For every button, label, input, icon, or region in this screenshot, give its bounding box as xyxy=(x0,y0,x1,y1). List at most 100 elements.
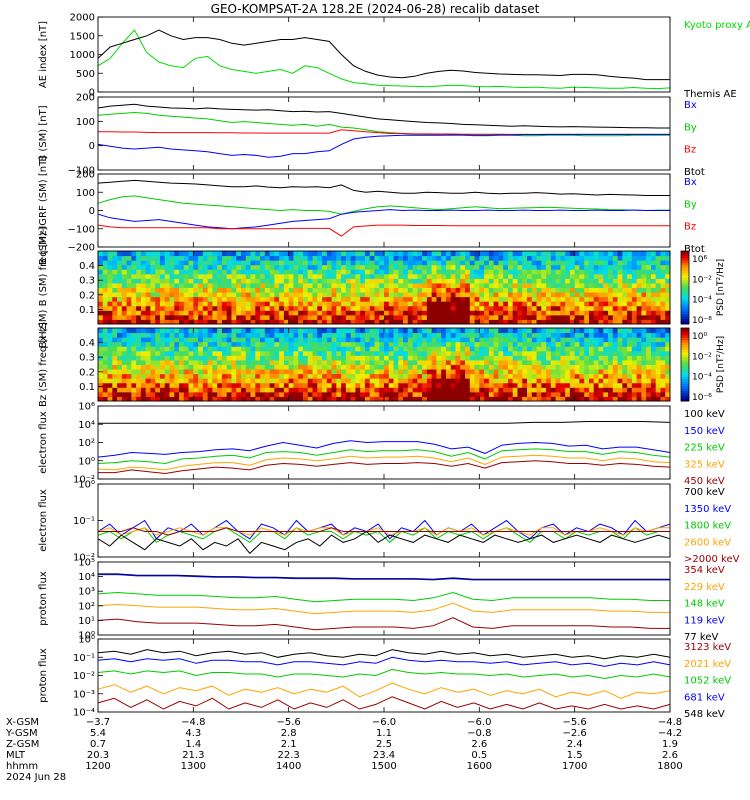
spectrogram-cell xyxy=(588,255,595,261)
spectrogram-cell xyxy=(522,378,528,384)
spectrogram-cell xyxy=(588,269,595,275)
spectrogram-cell xyxy=(217,355,223,361)
colorbar-cell xyxy=(681,362,689,365)
spectrogram-cell xyxy=(622,296,628,302)
spectrogram-cell xyxy=(369,273,375,279)
spectrogram-cell xyxy=(546,332,552,338)
spectrogram-cell xyxy=(217,346,223,352)
spectrogram-cell xyxy=(484,341,490,347)
spectrogram-cell xyxy=(574,328,580,334)
spectrogram-cell xyxy=(174,273,180,279)
spectrogram-cell xyxy=(236,301,242,307)
spectrogram-cell xyxy=(274,292,280,298)
spectrogram-cell xyxy=(183,292,190,298)
spectrogram-cell xyxy=(388,260,395,266)
spectrogram-cell xyxy=(369,332,375,338)
spectrogram-cell xyxy=(345,319,352,325)
spectrogram-cell xyxy=(269,355,275,361)
spectrogram-cell xyxy=(655,337,661,343)
spectrogram-cell xyxy=(379,359,385,365)
spectrogram-cell xyxy=(312,255,318,261)
spectrogram-cell xyxy=(665,373,671,379)
spectrogram-cell xyxy=(517,301,523,307)
spectrogram-cell xyxy=(193,373,199,379)
spectrogram-cell xyxy=(507,355,514,361)
spectrogram-cell xyxy=(417,282,423,288)
spectrogram-cell xyxy=(393,369,399,375)
spectrogram-cell xyxy=(579,255,585,261)
spectrogram-cell xyxy=(460,273,466,279)
spectrogram-cell xyxy=(631,350,638,356)
spectrogram-cell xyxy=(307,391,313,397)
spectrogram-cell xyxy=(331,301,337,307)
spectrogram-cell xyxy=(250,282,256,288)
spectrogram-cell xyxy=(245,301,252,307)
spectrogram-cell xyxy=(650,328,657,334)
spectrogram-cell xyxy=(288,391,294,397)
colorbar-cell xyxy=(681,357,689,361)
spectrogram-cell xyxy=(131,391,137,397)
spectrogram-cell xyxy=(422,373,428,379)
spectrogram-cell xyxy=(279,332,285,338)
spectrogram-cell xyxy=(622,255,628,261)
spectrogram-cell xyxy=(507,273,514,279)
spectrogram-cell xyxy=(350,364,356,370)
spectrogram-cell xyxy=(245,296,252,302)
spectrogram-cell xyxy=(226,328,232,334)
spectrogram-cell xyxy=(507,278,514,284)
spectrogram-cell xyxy=(98,273,104,279)
spectrogram-cell xyxy=(622,346,628,352)
spectrogram-cell xyxy=(598,251,604,257)
spectrogram-cell xyxy=(341,382,347,388)
spectrogram-cell xyxy=(264,255,271,261)
spectrogram-cell xyxy=(331,359,337,365)
spectrogram-cell xyxy=(541,296,547,302)
spectrogram-cell xyxy=(350,260,356,266)
spectrogram-cell xyxy=(198,396,204,402)
spectrogram-cell xyxy=(293,391,299,397)
series-line-1350-kev xyxy=(97,519,671,540)
spectrogram-cell xyxy=(136,278,142,284)
spectrogram-cell xyxy=(479,273,485,279)
spectrogram-cell xyxy=(460,355,466,361)
spectrogram-cell xyxy=(431,319,437,325)
spectrogram-cell xyxy=(236,369,242,375)
spectrogram-cell xyxy=(207,260,213,266)
spectrogram-cell xyxy=(336,337,342,343)
spectrogram-cell xyxy=(660,251,666,257)
spectrogram-cell xyxy=(188,292,194,298)
spectrogram-cell xyxy=(388,319,395,325)
spectrogram-cell xyxy=(198,292,204,298)
spectrogram-cell xyxy=(341,260,347,266)
spectrogram-cell xyxy=(560,251,566,257)
spectrogram-cell xyxy=(293,319,299,325)
spectrogram-cell xyxy=(441,341,447,347)
spectrogram-cell xyxy=(298,387,304,393)
colorbar-tick-label: 10⁶ xyxy=(692,255,707,265)
spectrogram-cell xyxy=(355,278,361,284)
spectrogram-cell xyxy=(541,305,547,311)
spectrogram-cell xyxy=(422,355,428,361)
spectrogram-cell xyxy=(131,296,137,302)
spectrogram-cell xyxy=(231,346,237,352)
spectrogram-cell xyxy=(617,255,623,261)
spectrogram-cell xyxy=(231,359,237,365)
spectrogram-cell xyxy=(636,319,642,325)
spectrogram-cell xyxy=(198,387,204,393)
spectrogram-cell xyxy=(322,282,328,288)
spectrogram-cell xyxy=(536,359,542,365)
spectrogram-cell xyxy=(374,359,380,365)
spectrogram-cell xyxy=(541,310,547,316)
spectrogram-cell xyxy=(288,378,294,384)
spectrogram-cell xyxy=(608,296,614,302)
spectrogram-cell xyxy=(98,382,104,388)
footer-value: −4.8 xyxy=(181,717,205,728)
spectrogram-cell xyxy=(217,396,223,402)
spectrogram-cell xyxy=(279,369,285,375)
spectrogram-cell xyxy=(145,378,151,384)
spectrogram-cell xyxy=(608,282,614,288)
spectrogram-cell xyxy=(279,269,285,275)
spectrogram-cell xyxy=(507,269,514,275)
spectrogram-cell xyxy=(579,373,585,379)
spectrogram-cell xyxy=(145,264,151,270)
